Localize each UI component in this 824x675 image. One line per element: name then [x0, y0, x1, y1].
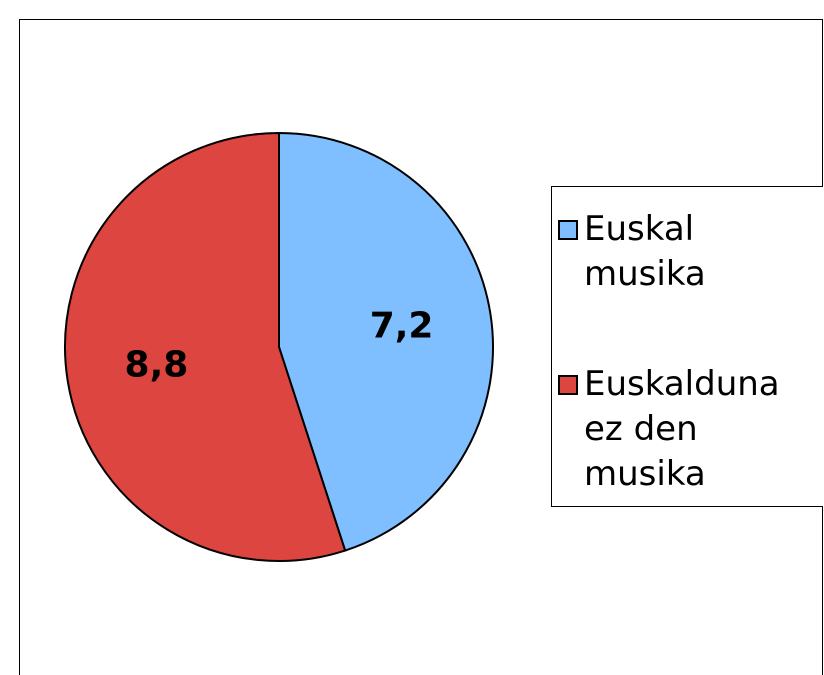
- legend-swatch: [558, 375, 578, 395]
- legend-entry: Euskal musika: [558, 207, 784, 297]
- legend-label: Euskal musika: [584, 209, 706, 294]
- pie-slice: [278, 131, 494, 552]
- legend-label: Euskalduna ez den musika: [584, 364, 780, 494]
- legend: Euskal musika Euskalduna ez den musika: [551, 186, 823, 507]
- data-label: 8,8: [125, 344, 189, 385]
- legend-swatch: [558, 220, 578, 240]
- data-label: 7,2: [370, 306, 434, 347]
- pie-slice: [64, 131, 347, 562]
- legend-entry: Euskalduna ez den musika: [558, 362, 784, 497]
- pie: 7,2 8,8: [64, 131, 494, 562]
